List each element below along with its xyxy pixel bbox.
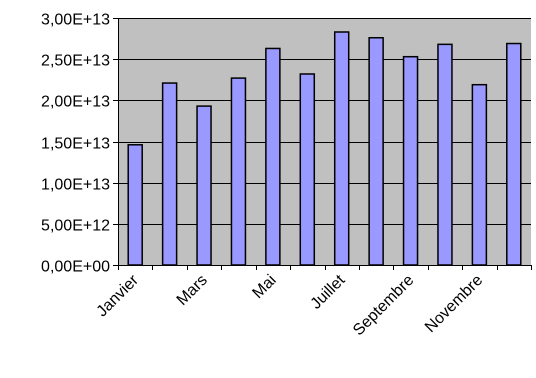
bar-décembre <box>506 42 522 266</box>
plot-area <box>118 18 531 265</box>
bar-juillet <box>333 31 350 266</box>
y-tick-label: 0,00E+00 <box>41 259 110 276</box>
x-axis-tick-labels: Janvier Mars Mai Juillet Septembre Novembre <box>94 271 487 339</box>
x-tick-label: Mai <box>249 272 279 302</box>
bar-octobre <box>437 43 453 266</box>
bar-août <box>368 37 384 266</box>
bar-mai <box>265 47 281 266</box>
bar-novembre <box>471 83 488 266</box>
bar-juin <box>299 73 316 266</box>
y-tick-label: 5,00E+12 <box>41 218 110 235</box>
y-tick-label: 2,50E+13 <box>41 53 110 70</box>
y-tick-label: 2,00E+13 <box>41 94 110 111</box>
bar-février <box>161 82 178 266</box>
y-axis-tick-labels: 0,00E+00 5,00E+12 1,00E+13 1,50E+13 2,00E+13… <box>41 12 110 276</box>
x-tick-label: Juillet <box>308 271 349 312</box>
bar-mars <box>196 105 212 266</box>
gridlines <box>118 18 531 225</box>
bar-janvier <box>127 144 143 266</box>
y-tick-label: 3,00E+13 <box>41 12 110 29</box>
y-tick-label: 1,00E+13 <box>41 177 110 194</box>
x-tick-label: Septembre <box>350 272 417 339</box>
axes <box>113 18 532 270</box>
x-tick-label: Mars <box>174 272 211 309</box>
bar-avril <box>230 77 247 266</box>
x-tick-label: Novembre <box>422 272 486 336</box>
y-tick-label: 1,50E+13 <box>41 136 110 153</box>
x-tick-label: Janvier <box>94 271 143 320</box>
bar-septembre <box>402 55 419 266</box>
